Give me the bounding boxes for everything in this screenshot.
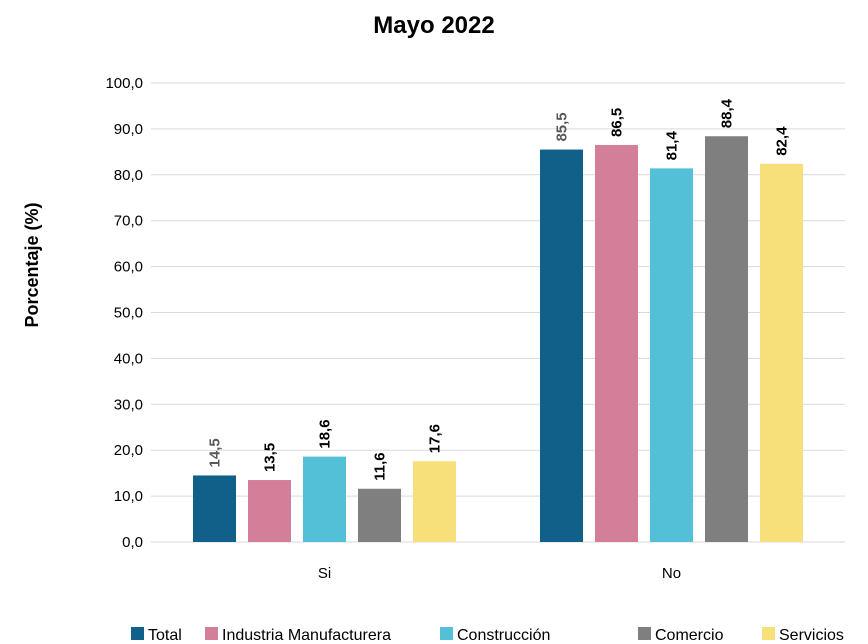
x-category-label: No — [662, 565, 681, 582]
x-axis-categories: Si No — [318, 565, 681, 582]
y-tick-label: 20,0 — [114, 442, 143, 459]
bar-data-label: 85,5 — [554, 112, 571, 141]
bar — [358, 488, 401, 542]
bar — [650, 168, 693, 542]
bar-data-label: 81,4 — [664, 131, 681, 161]
bars — [193, 136, 803, 542]
y-tick-label: 0,0 — [122, 534, 143, 551]
bar-data-label: 88,4 — [719, 98, 736, 128]
y-tick-label: 10,0 — [114, 488, 143, 505]
bar-data-label: 13,5 — [262, 443, 279, 472]
legend-swatch — [762, 627, 775, 640]
bar-data-label: 14,5 — [207, 438, 224, 467]
bar — [303, 456, 346, 542]
bar — [540, 149, 583, 542]
legend-item-label: Servicios — [779, 627, 844, 644]
bar-data-label: 11,6 — [372, 452, 389, 480]
legend-item-label: Total — [148, 627, 182, 644]
y-axis-label: Porcentaje (%) — [22, 202, 42, 327]
legend-swatch — [205, 627, 218, 640]
bar-data-label: 18,6 — [317, 419, 334, 448]
bar — [248, 480, 291, 542]
y-tick-label: 30,0 — [114, 396, 143, 413]
y-tick-label: 100,0 — [105, 75, 143, 92]
bar-data-label: 82,4 — [774, 126, 791, 156]
legend-swatch — [440, 627, 453, 640]
y-tick-label: 90,0 — [114, 121, 143, 138]
chart-title: Mayo 2022 — [373, 12, 494, 39]
bar — [705, 136, 748, 542]
y-tick-label: 70,0 — [114, 213, 143, 230]
legend-item-label: Comercio — [655, 627, 724, 644]
data-labels: 14,5 13,5 18,6 11,6 17,6 85,5 86,5 81,4 88,4 82,4 — [207, 98, 791, 480]
bar-data-label: 17,6 — [427, 424, 444, 453]
legend-swatch — [638, 627, 651, 640]
bar — [595, 144, 638, 542]
legend: Total Industria Manufacturera Construcción… — [131, 627, 844, 644]
bar — [193, 475, 236, 542]
y-tick-label: 40,0 — [114, 350, 143, 367]
bar-data-label: 86,5 — [609, 108, 626, 137]
y-tick-label: 50,0 — [114, 305, 143, 322]
y-tick-label: 80,0 — [114, 167, 143, 184]
x-category-label: Si — [318, 565, 331, 582]
legend-item-label: Construcción — [457, 627, 550, 644]
bar — [413, 461, 456, 542]
y-tick-label: 60,0 — [114, 259, 143, 276]
bar — [760, 163, 803, 542]
legend-swatch — [131, 627, 144, 640]
legend-item-label: Industria Manufacturera — [222, 627, 391, 644]
y-axis-ticks: 0,0 10,0 20,0 30,0 40,0 50,0 60,0 70,0 80,0 90,0 1… — [105, 75, 143, 551]
